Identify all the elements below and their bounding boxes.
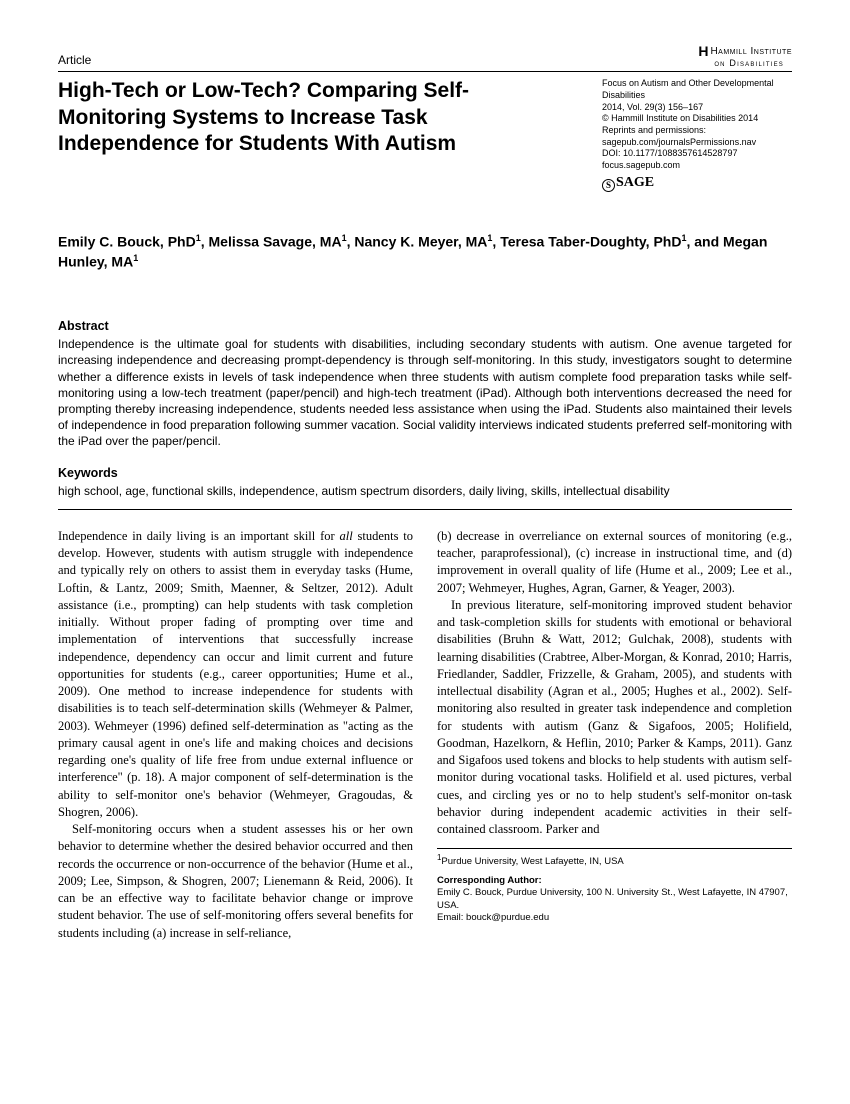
meta-journal: Focus on Autism and Other Developmental … — [602, 78, 792, 101]
meta-reprints: Reprints and permissions: — [602, 125, 792, 137]
sage-circle-icon: S — [602, 179, 615, 192]
abstract-label: Abstract — [58, 317, 792, 335]
body-columns: Independence in daily living is an impor… — [58, 528, 792, 942]
affiliation: 1Purdue University, West Lafayette, IN, … — [437, 853, 792, 869]
body-col-left: Independence in daily living is an impor… — [58, 528, 413, 942]
body-p2: Self-monitoring occurs when a student as… — [58, 821, 413, 942]
hammill-h-icon: H — [698, 44, 708, 59]
meta-journal-url: focus.sagepub.com — [602, 160, 792, 172]
authors: Emily C. Bouck, PhD1, Melissa Savage, MA… — [58, 232, 792, 271]
sage-logo: SSAGE — [602, 174, 792, 192]
footnote-divider — [437, 848, 792, 849]
body-p3: (b) decrease in overreliance on external… — [437, 528, 792, 597]
meta-doi: DOI: 10.1177/1088357614528797 — [602, 148, 792, 160]
keywords-block: Keywords high school, age, functional sk… — [58, 464, 792, 499]
section-divider — [58, 509, 792, 510]
keywords-text: high school, age, functional skills, ind… — [58, 483, 792, 499]
title-row: High-Tech or Low-Tech? Comparing Self-Mo… — [58, 78, 792, 192]
article-label: Article — [58, 52, 91, 69]
corresponding-email: Email: bouck@purdue.edu — [437, 912, 792, 924]
article-title: High-Tech or Low-Tech? Comparing Self-Mo… — [58, 78, 568, 157]
abstract-block: Abstract Independence is the ultimate go… — [58, 317, 792, 449]
body-p1: Independence in daily living is an impor… — [58, 528, 413, 821]
abstract-text: Independence is the ultimate goal for st… — [58, 336, 792, 449]
corresponding-text: Emily C. Bouck, Purdue University, 100 N… — [437, 887, 792, 912]
journal-meta: Focus on Autism and Other Developmental … — [602, 78, 792, 192]
corresponding-label: Corresponding Author: — [437, 875, 792, 887]
body-p4: In previous literature, self-monitoring … — [437, 597, 792, 839]
keywords-label: Keywords — [58, 464, 792, 482]
footnote-block: 1Purdue University, West Lafayette, IN, … — [437, 853, 792, 924]
body-col-right: (b) decrease in overreliance on external… — [437, 528, 792, 942]
meta-reprints-url: sagepub.com/journalsPermissions.nav — [602, 137, 792, 149]
meta-vol: 2014, Vol. 29(3) 156–167 — [602, 102, 792, 114]
meta-copyright: © Hammill Institute on Disabilities 2014 — [602, 113, 792, 125]
institute-logo: HHammill Institute on Disabilities — [698, 44, 792, 69]
header-bar: Article HHammill Institute on Disabiliti… — [58, 44, 792, 72]
